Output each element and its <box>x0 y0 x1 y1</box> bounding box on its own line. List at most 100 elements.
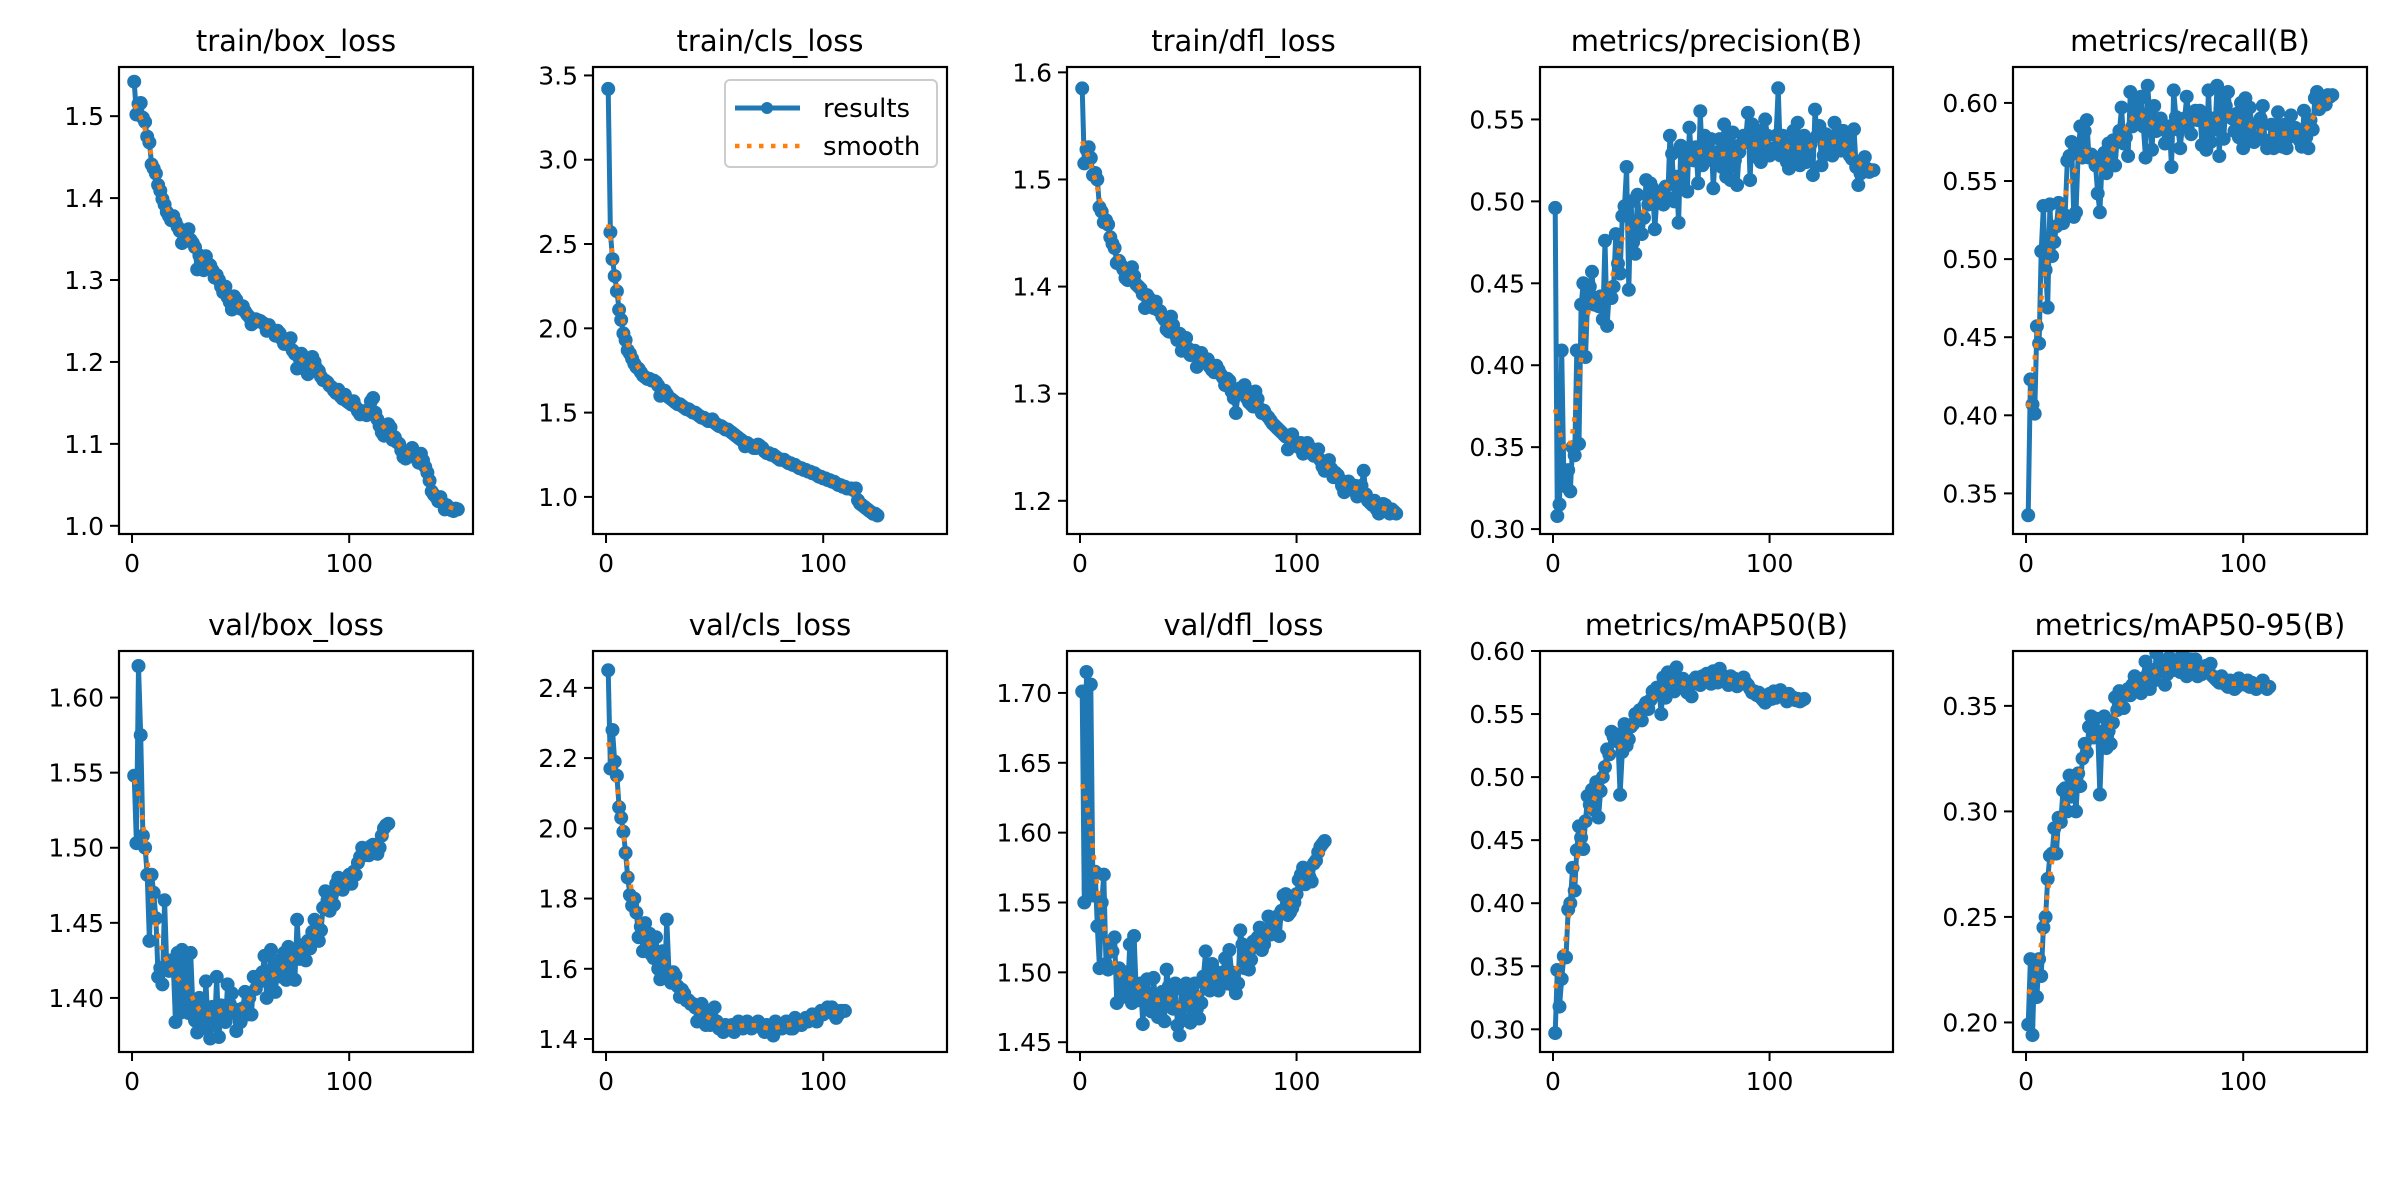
results-point <box>1389 506 1404 521</box>
results-point <box>224 986 239 1001</box>
results-point <box>1608 227 1623 242</box>
y-tick-label: 1.55 <box>48 759 104 788</box>
results-point <box>1083 677 1098 692</box>
panel-val-box-loss: val/box_loss 1.40 1.45 1.50 1.55 1.60 0 100 <box>48 608 475 1096</box>
results-point <box>2118 130 2133 145</box>
results-point <box>1244 952 1259 967</box>
y-tick-label: 0.50 <box>1469 187 1525 216</box>
results-point <box>2216 131 2231 146</box>
results-point <box>1857 150 1872 165</box>
results-point <box>2092 787 2107 802</box>
results-point <box>1604 291 1619 305</box>
results-point <box>366 391 381 405</box>
results-point <box>183 945 198 960</box>
results-point <box>1662 128 1677 143</box>
series-results <box>1075 665 1332 1043</box>
x-tick-label: 0 <box>124 1067 140 1096</box>
results-point <box>2047 234 2062 249</box>
results-point <box>1725 125 1740 140</box>
results-point <box>1233 923 1248 938</box>
results-point <box>2166 83 2181 98</box>
results-point <box>142 933 157 948</box>
results-point <box>2229 106 2244 121</box>
results-point <box>2242 100 2257 115</box>
results-point <box>2103 736 2118 751</box>
results-point <box>1075 81 1090 96</box>
legend: results smooth <box>724 79 938 168</box>
y-tick-label: 1.50 <box>48 834 104 863</box>
results-point <box>1127 929 1142 943</box>
results-point <box>298 953 313 968</box>
y-tick-label: 3.0 <box>538 146 578 175</box>
y-tick-label: 1.45 <box>996 1028 1052 1057</box>
results-point <box>1094 895 1109 910</box>
y-tick-label: 1.2 <box>64 348 104 377</box>
results-point <box>612 800 627 815</box>
results-point <box>1198 944 1213 959</box>
y-tick-label: 2.2 <box>538 744 578 773</box>
results-point <box>1740 105 1755 120</box>
axes-frame <box>591 649 949 1054</box>
x-tick-label: 0 <box>1545 549 1561 578</box>
results-point <box>1790 115 1805 130</box>
results-point <box>211 1030 226 1044</box>
results-point <box>2158 136 2172 151</box>
y-tick-label: 0.40 <box>1469 351 1525 380</box>
results-point <box>1159 962 1174 977</box>
results-point <box>1550 509 1565 523</box>
results-point <box>1613 266 1628 281</box>
results-point <box>2147 99 2162 113</box>
results-point <box>1304 874 1319 889</box>
y-tick-label: 0.35 <box>1469 433 1525 462</box>
results-point <box>2173 141 2188 156</box>
y-tick-label: 3.5 <box>538 61 578 90</box>
results-point <box>348 867 363 882</box>
y-tick-label: 0.35 <box>1942 692 1998 721</box>
y-tick-label: 0.55 <box>1469 105 1525 134</box>
y-tick-label: 0.60 <box>1469 637 1525 666</box>
results-point <box>694 996 709 1011</box>
x-tick-label: 0 <box>2018 1067 2034 1096</box>
panel-train-box-loss: train/box_loss 1.0 1.1 1.2 1.3 1.4 1.5 0 100 <box>64 24 475 578</box>
y-tick-label: 1.5 <box>538 399 578 428</box>
results-point <box>1619 160 1634 174</box>
y-tick-label: 0.55 <box>1942 167 1998 196</box>
legend-results-label: results <box>823 94 910 124</box>
results-point <box>450 502 465 517</box>
results-point <box>157 893 172 908</box>
y-tick-label: 1.45 <box>48 909 104 938</box>
results-point <box>638 916 653 931</box>
results-point <box>1090 172 1105 187</box>
y-tick-label: 1.60 <box>48 684 104 713</box>
results-point <box>1582 279 1597 294</box>
panel-val-dfl-loss: val/dfl_loss 1.45 1.50 1.55 1.60 1.65 1.70 0 100 <box>996 608 1422 1096</box>
results-point <box>2253 111 2268 126</box>
axes-frame <box>1538 65 1895 536</box>
y-tick-label: 1.4 <box>64 184 104 213</box>
results-point <box>1691 176 1706 191</box>
results-point <box>314 923 328 938</box>
results-point <box>1693 104 1708 119</box>
legend-results-marker <box>761 102 773 114</box>
results-point <box>1634 227 1649 242</box>
results-point <box>1192 1011 1207 1026</box>
results-point <box>255 965 270 980</box>
results-point <box>2092 205 2107 220</box>
smooth-line <box>606 741 846 1031</box>
y-tick-label: 1.5 <box>1012 165 1052 194</box>
panel-title: train/dfl_loss <box>1151 24 1335 58</box>
results-point <box>2029 990 2044 1005</box>
panel-title: metrics/precision(B) <box>1571 24 1863 58</box>
results-point <box>1554 343 1569 358</box>
results-point <box>649 930 663 945</box>
x-tick-label: 100 <box>799 1067 847 1096</box>
results-point <box>1585 264 1599 279</box>
results-point <box>1090 919 1105 934</box>
results-point <box>2036 920 2051 935</box>
results-point <box>2025 1028 2040 1043</box>
results-point <box>1572 436 1586 451</box>
results-point <box>1797 691 1812 706</box>
axes-frame <box>117 649 475 1054</box>
results-point <box>609 284 624 299</box>
